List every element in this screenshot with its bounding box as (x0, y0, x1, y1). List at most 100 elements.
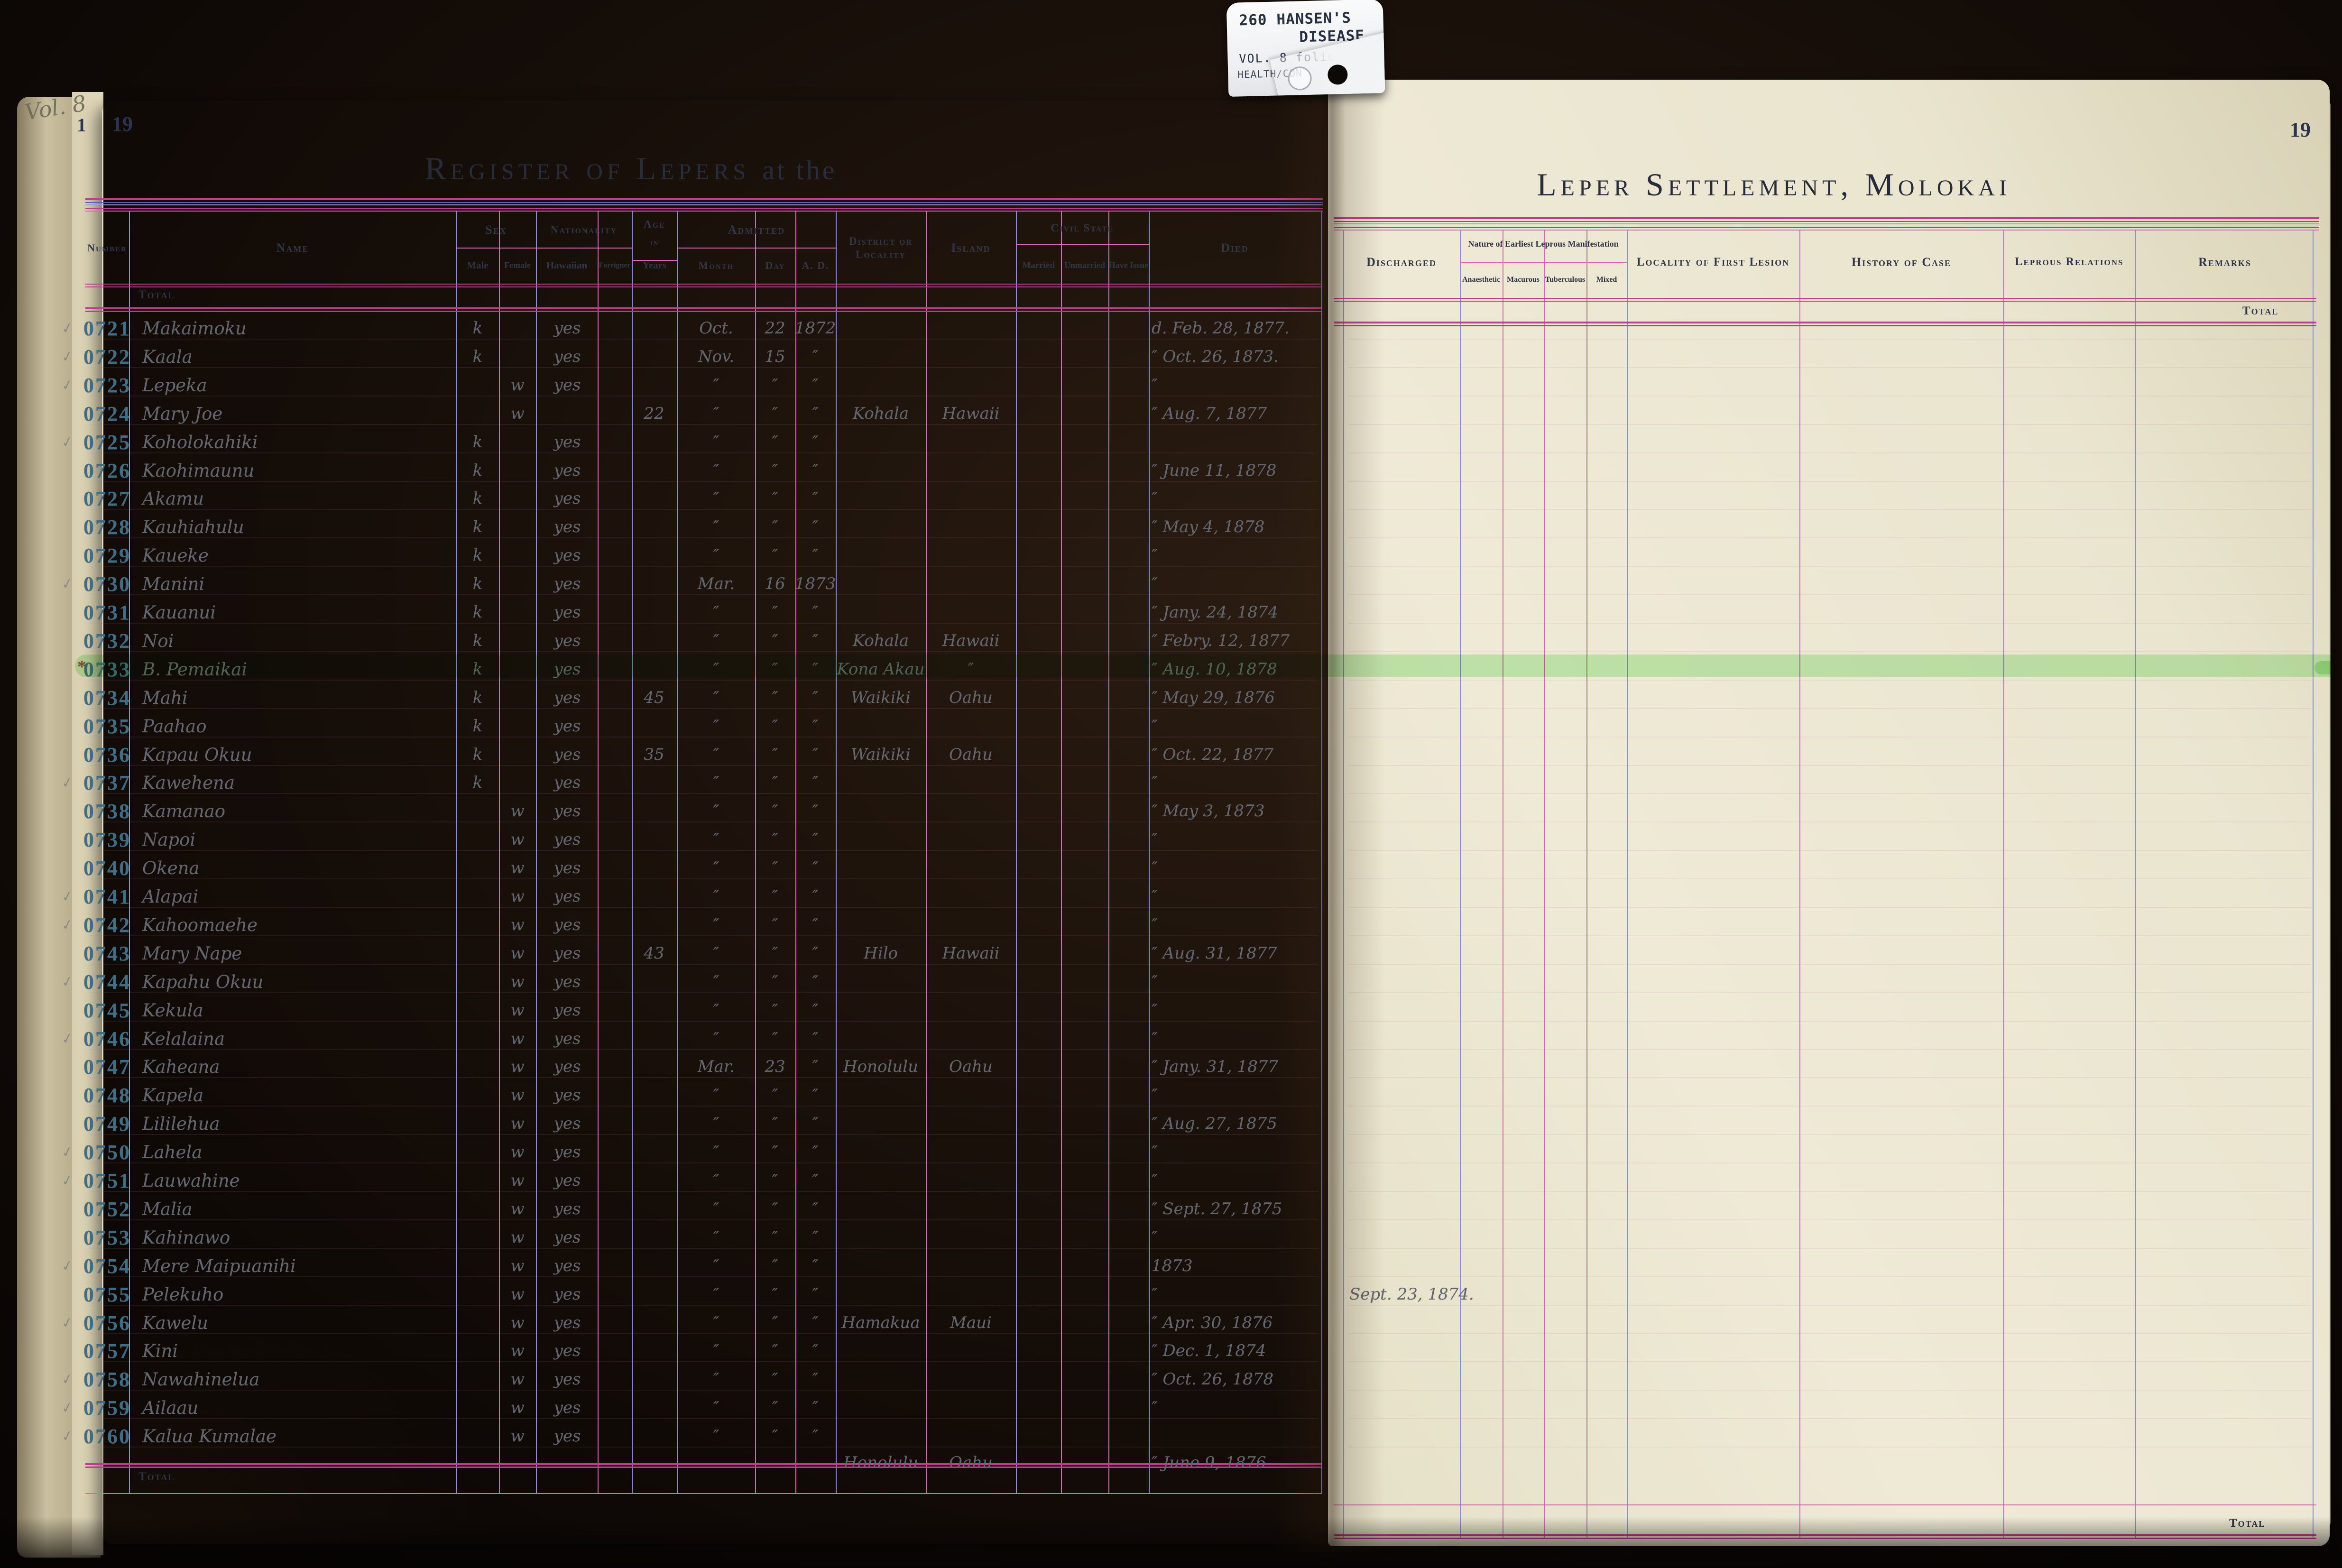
register-row: ✓ 0751 Lauwahine w yes ″ ″ ″ ″ (0, 1166, 2342, 1195)
ledger-rule (85, 284, 1321, 285)
cell-loc (837, 1223, 925, 1252)
cell-disch (1349, 1052, 1473, 1081)
cell-haw: yes (553, 830, 581, 849)
row-guide-line (90, 907, 1319, 908)
cell-num: 0721 (83, 316, 131, 340)
col-header-tuberculous: Tuberculous (1545, 276, 1586, 284)
margin-asterisk: * (77, 657, 86, 677)
cell-isl (927, 1337, 1015, 1365)
column-rule (836, 212, 837, 1494)
cell-disch (1349, 570, 1473, 598)
cell-tick (53, 454, 81, 487)
cell-num: 0743 (83, 941, 131, 965)
cell-yr: ″ (812, 347, 819, 366)
row-guide-line (90, 964, 1319, 965)
cell-loc (837, 1081, 925, 1109)
col-header-unmarried: Unmarried (1064, 260, 1105, 270)
register-row: ✓ 0737 Kawehena k yes ″ ″ ″ ″ (0, 768, 2342, 797)
register-row: ✓ 0754 Mere Maipuanihi w yes ″ ″ ″ 1873 (0, 1252, 2342, 1280)
cell-name: Ailaau (142, 1397, 199, 1418)
column-rule (926, 212, 927, 1494)
cell-w: w (510, 972, 525, 991)
tab-disease-word1: HANSEN'S (1276, 9, 1352, 28)
column-rule (1799, 231, 1800, 1539)
cell-haw: yes (553, 376, 581, 395)
cell-loc: Waikiki (850, 745, 911, 764)
register-row: 0738 Kamanao w yes ″ ″ ″ ″ May 3, 1873 (0, 797, 2342, 825)
cell-mo: ″ (713, 944, 719, 963)
cell-tick (53, 795, 81, 828)
cell-age (632, 1195, 676, 1223)
cell-loc (837, 598, 925, 627)
cell-loc (837, 371, 925, 399)
total-label-left-bottom: Total (138, 1470, 175, 1483)
cell-name: Kawelu (142, 1312, 208, 1333)
cell-yr: ″ (812, 517, 819, 536)
cell-d: ″ (772, 1114, 778, 1133)
cell-haw: yes (553, 802, 581, 821)
cell-tick (53, 682, 81, 714)
cell-name: Kaala (142, 346, 193, 367)
column-rule (1586, 231, 1587, 1539)
row-guide-line (90, 1361, 1319, 1362)
cell-age (632, 911, 676, 939)
ledger-rule (85, 204, 1323, 205)
cell-disch (1349, 911, 1473, 939)
cell-d: 22 (765, 319, 785, 338)
cell-d: 15 (765, 347, 785, 366)
row-guide-line (1348, 737, 2311, 738)
cell-tick: ✓ (60, 319, 75, 338)
col-header-locality-first-lesion: Locality of First Lesion (1636, 255, 1790, 268)
col-header-foreigner: Foreigner (599, 261, 631, 270)
cell-isl (927, 1223, 1015, 1252)
cell-w: w (510, 1341, 525, 1360)
cell-age: 35 (644, 745, 664, 764)
cell-disch (1349, 1393, 1473, 1422)
column-rule (1321, 212, 1322, 1494)
cell-yr: ″ (812, 603, 819, 622)
cell-haw: yes (553, 858, 581, 877)
cell-d: ″ (772, 603, 778, 622)
cell-disch (1349, 854, 1473, 882)
col-header-nationality: Nationality (550, 223, 618, 236)
cell-disch (1349, 1081, 1473, 1109)
column-rule (1016, 212, 1017, 1494)
row-guide-line (90, 339, 1319, 340)
cell-k: k (472, 489, 483, 508)
cell-tick (53, 1107, 81, 1140)
cell-tick (53, 539, 81, 572)
cell-died: ″ June 9, 1876 (1152, 1453, 1266, 1472)
cell-isl (927, 1081, 1015, 1109)
row-guide-line (1348, 1276, 2311, 1277)
cell-disch (1349, 1337, 1473, 1365)
cell-tick: ✓ (60, 1313, 75, 1332)
cell-age (632, 1365, 676, 1393)
col-header-number: Number (87, 241, 127, 254)
cell-tick (53, 596, 81, 629)
col-header-years: Years (642, 259, 667, 271)
cell-name: Kapau Okuu (142, 744, 252, 765)
ledger-rule (1334, 301, 2316, 302)
cell-loc (837, 1365, 925, 1393)
cell-age (632, 825, 676, 854)
cell-num: 0739 (83, 828, 131, 851)
cell-isl (927, 1109, 1015, 1138)
cell-loc (837, 1138, 925, 1166)
cell-k: k (472, 433, 483, 452)
cell-isl (927, 1365, 1015, 1393)
cell-yr: ″ (812, 376, 819, 395)
under-page-number: 1 (77, 114, 86, 136)
cell-age (632, 484, 676, 513)
register-row: ✓ 0750 Lahela w yes ″ ″ ″ ″ (0, 1138, 2342, 1166)
cell-isl (927, 1138, 1015, 1166)
row-guide-line (1348, 992, 2311, 993)
row-guide-line (1348, 509, 2311, 510)
cell-haw: yes (553, 972, 581, 991)
tab-code: 260 (1239, 11, 1267, 29)
cell-num: 0737 (83, 771, 131, 794)
cell-d: ″ (772, 1228, 778, 1247)
cell-yr: ″ (812, 404, 819, 423)
cell-d: ″ (772, 461, 778, 480)
cell-died: ″ June 11, 1878 (1152, 461, 1277, 480)
cell-num: 0734 (83, 686, 131, 710)
